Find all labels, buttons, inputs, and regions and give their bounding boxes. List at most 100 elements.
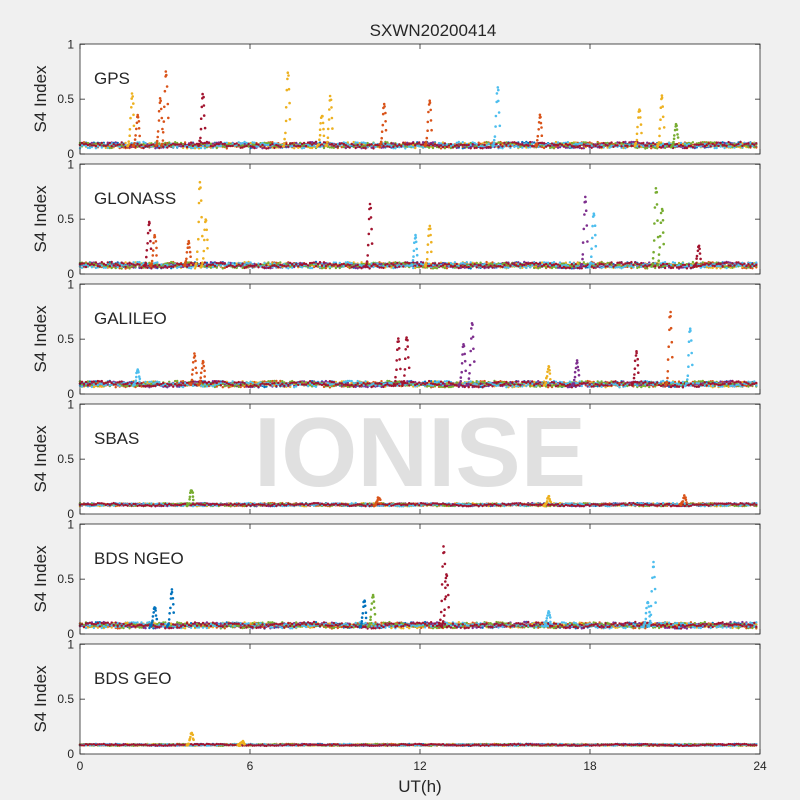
data-point bbox=[199, 146, 203, 150]
data-point bbox=[483, 141, 486, 144]
data-point bbox=[461, 265, 464, 269]
spike-point bbox=[165, 73, 168, 77]
data-point bbox=[505, 266, 508, 269]
data-point bbox=[297, 265, 300, 268]
spike-point bbox=[161, 139, 165, 142]
data-point bbox=[104, 146, 108, 150]
data-point bbox=[102, 144, 106, 147]
spike-point bbox=[157, 109, 161, 113]
spike-point bbox=[672, 140, 675, 144]
data-point bbox=[640, 261, 643, 265]
data-point bbox=[663, 266, 667, 270]
spike-point bbox=[286, 71, 290, 74]
spike-point bbox=[492, 141, 496, 145]
data-point bbox=[354, 264, 357, 267]
data-point bbox=[205, 265, 209, 268]
data-point bbox=[437, 141, 441, 145]
spike-point bbox=[160, 142, 164, 146]
data-point bbox=[118, 145, 121, 149]
data-point bbox=[457, 140, 460, 144]
data-point bbox=[463, 264, 466, 267]
data-point bbox=[556, 144, 560, 147]
data-point bbox=[479, 142, 482, 145]
data-point bbox=[124, 141, 127, 145]
data-point bbox=[249, 261, 252, 264]
data-point bbox=[427, 146, 431, 149]
data-point bbox=[459, 264, 462, 267]
data-point bbox=[449, 264, 453, 268]
data-point bbox=[90, 141, 94, 145]
data-point bbox=[467, 265, 470, 269]
spike-point bbox=[135, 127, 138, 131]
data-point bbox=[654, 143, 657, 146]
data-point bbox=[737, 142, 740, 146]
data-point bbox=[227, 262, 230, 265]
spike-point bbox=[160, 116, 164, 120]
data-point bbox=[427, 144, 431, 147]
data-point bbox=[108, 141, 112, 145]
data-point bbox=[540, 265, 544, 268]
spike-point bbox=[127, 140, 130, 143]
data-point bbox=[562, 265, 566, 269]
data-point bbox=[209, 261, 213, 264]
data-point bbox=[360, 143, 363, 146]
data-point bbox=[245, 265, 248, 269]
spike-point bbox=[675, 124, 678, 127]
figure-title: SXWN20200414 bbox=[370, 21, 497, 40]
data-point bbox=[300, 263, 304, 267]
data-point bbox=[164, 264, 167, 268]
data-point bbox=[322, 261, 326, 264]
data-point bbox=[279, 261, 282, 264]
data-point bbox=[122, 143, 125, 146]
spike-point bbox=[535, 144, 538, 148]
data-point bbox=[475, 146, 478, 149]
spike-point bbox=[495, 92, 499, 95]
data-point bbox=[219, 141, 222, 144]
data-point bbox=[352, 144, 355, 147]
data-point bbox=[207, 141, 211, 145]
data-point bbox=[626, 144, 629, 147]
spike-point bbox=[330, 106, 333, 109]
data-point bbox=[261, 147, 264, 150]
data-point bbox=[568, 143, 572, 146]
data-point bbox=[334, 266, 338, 270]
data-point bbox=[483, 265, 486, 268]
spike-point bbox=[657, 141, 661, 144]
spike-point bbox=[318, 128, 322, 131]
spike-point bbox=[634, 141, 638, 145]
data-point bbox=[144, 141, 147, 145]
data-point bbox=[374, 263, 377, 266]
data-point bbox=[574, 142, 577, 145]
data-point bbox=[542, 261, 546, 264]
data-point bbox=[316, 262, 320, 266]
data-point bbox=[223, 142, 226, 146]
spike-point bbox=[658, 127, 661, 130]
spike-point bbox=[427, 110, 430, 114]
spike-point bbox=[661, 105, 664, 108]
data-point bbox=[467, 143, 470, 147]
data-point bbox=[179, 143, 183, 146]
data-point bbox=[348, 146, 351, 149]
data-point bbox=[570, 263, 574, 266]
data-point bbox=[600, 262, 603, 266]
spike-point bbox=[199, 136, 202, 140]
spike-point bbox=[660, 94, 664, 97]
data-point bbox=[566, 141, 570, 144]
data-point bbox=[495, 265, 498, 268]
spike-point bbox=[424, 140, 428, 144]
data-point bbox=[566, 266, 570, 269]
data-point bbox=[711, 266, 714, 270]
data-point bbox=[671, 266, 675, 269]
spike-point bbox=[137, 120, 141, 123]
data-point bbox=[172, 145, 175, 148]
data-point bbox=[433, 262, 437, 265]
data-point bbox=[120, 267, 123, 270]
spike-point bbox=[167, 116, 170, 120]
data-point bbox=[247, 142, 250, 146]
data-point bbox=[596, 143, 599, 146]
data-point bbox=[112, 264, 115, 267]
data-point bbox=[657, 266, 661, 269]
data-point bbox=[412, 141, 415, 145]
data-point bbox=[628, 265, 631, 268]
data-point bbox=[592, 266, 595, 270]
